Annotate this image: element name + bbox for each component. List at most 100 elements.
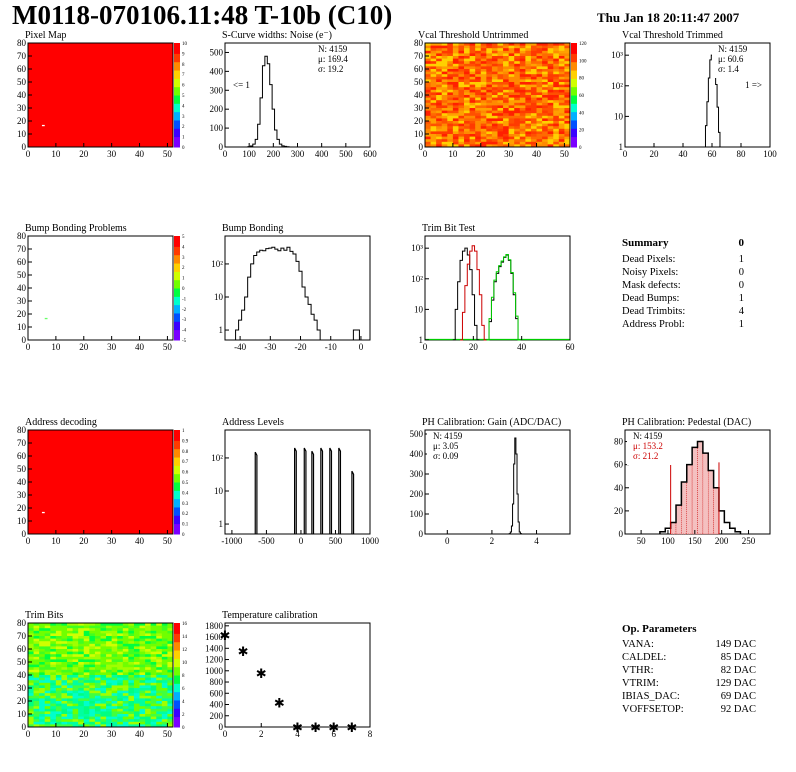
vcal_untrimmed-cell — [519, 139, 526, 143]
trim_bits-cell — [100, 667, 107, 671]
trim_bits-cell — [50, 703, 57, 707]
trim_bits-cell — [122, 625, 129, 629]
trim_bits-cell — [89, 685, 96, 689]
bump_problems-palette-cell — [174, 244, 180, 247]
trim_bits-cell — [145, 682, 152, 686]
pixel_map-palette-cell — [174, 142, 180, 146]
trim_bits-cell — [161, 662, 168, 665]
bump_problems-palette-cell — [174, 236, 180, 239]
trim_bits-cell — [100, 708, 107, 712]
trim_bits-cell — [133, 677, 140, 681]
vcal_untrimmed-cell — [542, 131, 549, 135]
vcal_untrimmed-cell — [508, 141, 515, 145]
trim_bits-cell — [72, 659, 79, 663]
vcal_untrimmed-cell — [436, 84, 443, 88]
vcal_untrimmed-cell — [464, 56, 471, 59]
trim_bits-cell — [94, 724, 101, 728]
trim_bits-cell — [133, 638, 140, 642]
y-tick-label: 70 — [17, 51, 27, 61]
summary-value: 1 — [738, 293, 744, 304]
vcal_untrimmed-cell — [464, 76, 471, 80]
trim_bits-cell — [50, 677, 57, 681]
y-tick-label: 50 — [414, 77, 424, 87]
vcal_untrimmed-cell — [564, 136, 571, 140]
vcal_untrimmed-cell — [564, 84, 571, 88]
y-tick-label: 50 — [17, 270, 27, 280]
vcal_untrimmed-cell — [486, 63, 493, 67]
trim_bits-cell — [78, 651, 85, 655]
temperature-title: Temperature calibration — [222, 610, 318, 621]
vcal_untrimmed-cell — [475, 53, 482, 57]
vcal_untrimmed-cell — [425, 118, 431, 122]
vcal_untrimmed-cell — [530, 126, 537, 130]
vcal_untrimmed-cell — [430, 76, 437, 80]
trim_bits-cell — [39, 672, 46, 676]
vcal_untrimmed-cell — [486, 71, 493, 75]
vcal_untrimmed-cell — [558, 66, 565, 70]
trim_bits-cell — [28, 630, 34, 634]
trim_bits-cell — [72, 649, 79, 652]
vcal_untrimmed-cell — [497, 126, 504, 130]
vcal_untrimmed-cell — [530, 108, 537, 111]
vcal_untrimmed-cell — [530, 89, 537, 93]
trim_bits-cell — [139, 682, 146, 686]
address_decoding-palette-cell — [174, 434, 180, 437]
trim_bits-cell — [55, 651, 62, 655]
vcal_untrimmed-cell — [519, 66, 526, 70]
trim_bits-cell — [78, 698, 85, 702]
trim_bits-cell — [50, 695, 57, 699]
trim_bits-cell — [145, 721, 152, 725]
vcal_untrimmed-cell — [553, 141, 560, 145]
vcal_untrimmed-cell — [564, 76, 571, 80]
trim_bits-cell — [55, 688, 62, 691]
vcal_untrimmed-cell — [547, 139, 554, 143]
vcal_untrimmed-cell — [447, 43, 454, 46]
y-tick-label: 1 — [619, 142, 624, 152]
vcal_untrimmed-cell — [553, 71, 560, 75]
temperature-point: ✱ — [256, 666, 267, 681]
op-param-row: IBIAS_DAC: 69 DAC — [622, 690, 756, 703]
vcal_untrimmed-cell — [452, 95, 459, 98]
trim_bits-cell — [89, 638, 96, 642]
vcal_untrimmed-cell — [458, 115, 465, 119]
trim_bits-cell — [83, 662, 90, 665]
trim_bits-cell — [72, 651, 79, 655]
trim_bits-cell — [139, 701, 146, 704]
vcal_untrimmed-cell — [458, 95, 465, 98]
vcal_untrimmed-cell — [503, 110, 510, 114]
vcal_untrimmed-cell — [503, 48, 510, 52]
vcal_untrimmed-cell — [480, 108, 487, 111]
trim_bits-cell — [83, 719, 90, 723]
vcal_untrimmed-cell — [525, 71, 532, 75]
y-tick-label: 20 — [17, 503, 27, 513]
vcal_untrimmed-cell — [503, 87, 510, 91]
bump_problems-palette-cell — [174, 308, 180, 312]
trim_bits-cell — [44, 667, 51, 671]
pixel_map-palette-cell — [174, 144, 180, 148]
trim_bits-cell — [28, 698, 34, 702]
vcal_untrimmed-cell — [458, 71, 465, 75]
trim_bits-cell — [67, 654, 74, 658]
trim_bits-cell — [33, 690, 40, 694]
vcal_untrimmed-cell — [530, 136, 537, 140]
vcal_untrimmed-cell — [436, 115, 443, 119]
bump_problems-palette-cell — [174, 315, 180, 318]
trim_bits-cell — [150, 649, 157, 652]
trim_bits-cell — [122, 716, 129, 720]
trim_bits-cell — [111, 623, 118, 626]
trim_bits-cell — [78, 630, 85, 634]
trim_bits-cell — [122, 675, 129, 678]
trim_bits-cell — [156, 638, 163, 642]
vcal_untrimmed-cell — [525, 108, 532, 111]
trim_bits-cell — [44, 698, 51, 702]
trim_bits-cell — [78, 638, 85, 642]
vcal_untrimmed-cell — [525, 100, 532, 104]
vcal_untrimmed-cell — [441, 48, 448, 52]
vcal_untrimmed-cell — [547, 71, 554, 75]
vcal_untrimmed-cell — [436, 48, 443, 52]
trim_bits-cell — [61, 690, 68, 694]
vcal_untrimmed-cell — [447, 136, 454, 140]
trim_bits-cell — [100, 688, 107, 691]
trim_bits-cell — [167, 675, 174, 678]
vcal_untrimmed-cell — [542, 139, 549, 143]
